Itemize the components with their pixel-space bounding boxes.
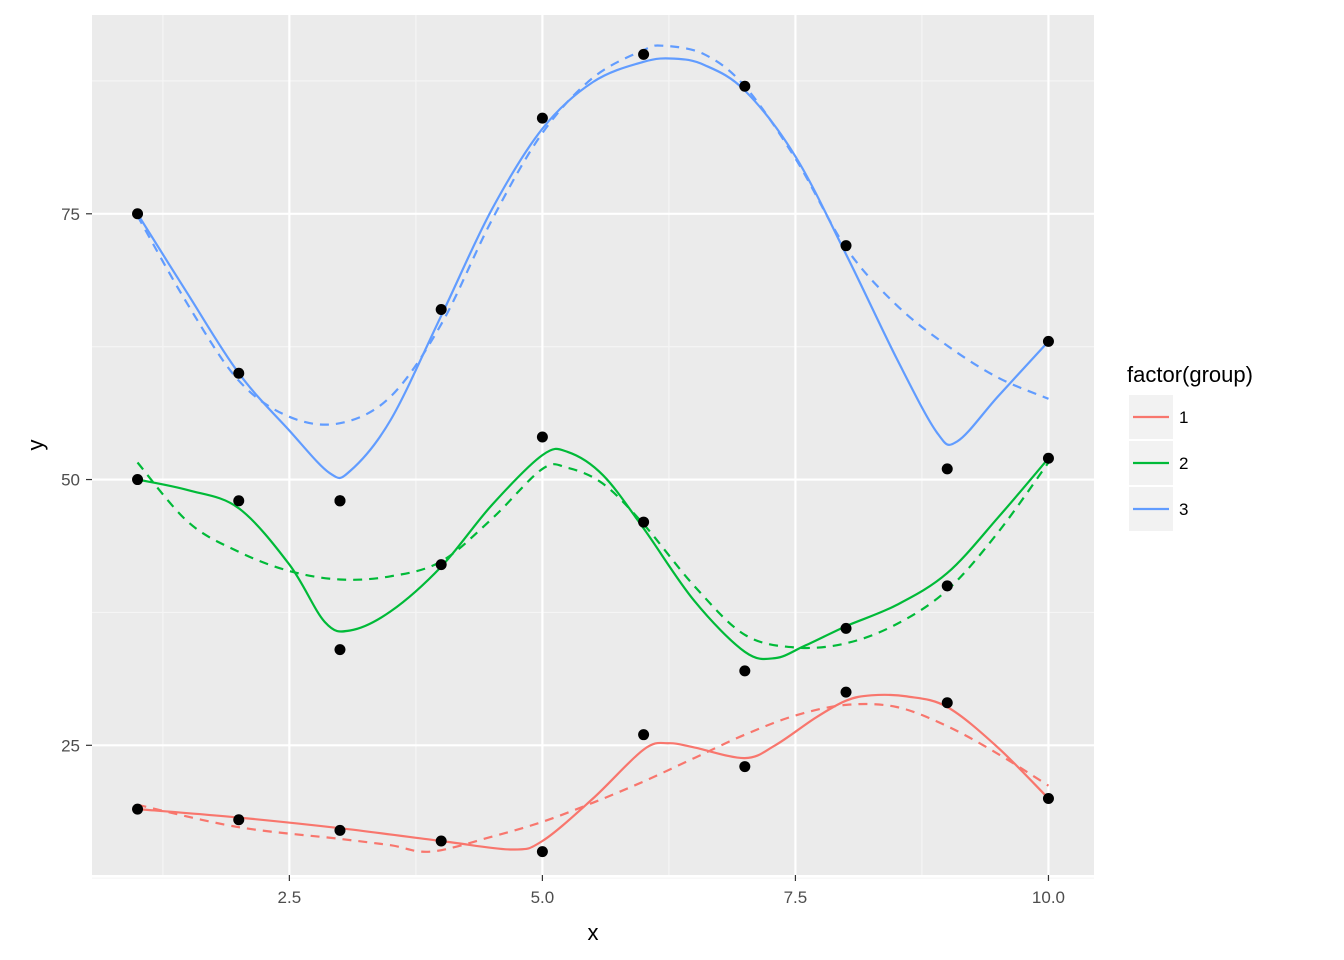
y-axis-title: y (23, 440, 48, 451)
series-2-solid-line (137, 447, 1050, 661)
series-1-solid-line (137, 693, 1050, 851)
legend-label-1: 1 (1179, 408, 1188, 427)
series-2-point (435, 559, 447, 571)
series-1-point (334, 824, 346, 836)
series-2-point (638, 516, 650, 528)
y-tick-label: 50 (61, 471, 80, 490)
series-1-point (739, 761, 751, 773)
series-2-point (334, 644, 346, 656)
series-3-point (435, 303, 447, 315)
series-2-point (536, 431, 548, 443)
plot-panel (92, 15, 1094, 875)
series-3-point (739, 80, 751, 92)
series-1-dashed-line (137, 702, 1050, 853)
series-3-point (536, 112, 548, 124)
legend-label-2: 2 (1179, 454, 1188, 473)
series-2-point (840, 622, 852, 634)
series-3-point (334, 495, 346, 507)
y-tick-label: 25 (61, 736, 80, 755)
series-2-point (941, 580, 953, 592)
series-3-dashed-line (136, 44, 1049, 426)
series-1-point (1042, 792, 1054, 804)
axis-tick-labels: 2.5 5.0 7.5 10.0 25 50 75 (61, 205, 1065, 907)
series-2-point (1042, 452, 1054, 464)
y-tick-label: 75 (61, 205, 80, 224)
data-points (132, 48, 1054, 858)
series-1-point (840, 686, 852, 698)
series-3-point (1042, 335, 1054, 347)
smooth-lines (136, 44, 1050, 853)
series-1-point (536, 846, 548, 858)
legend-label-3: 3 (1179, 500, 1188, 519)
x-tick-label: 10.0 (1032, 888, 1065, 907)
grid-minor (92, 15, 1094, 879)
x-tick-label: 7.5 (784, 888, 808, 907)
series-1-point (233, 814, 245, 826)
series-1-point (941, 697, 953, 709)
series-3-solid-line (136, 57, 1050, 480)
series-3-point (941, 463, 953, 475)
series-1-point (435, 835, 447, 847)
x-tick-label: 2.5 (278, 888, 302, 907)
legend-title: factor(group) (1127, 362, 1253, 387)
series-2-point (233, 495, 245, 507)
legend: factor(group) 1 2 3 (1127, 362, 1253, 531)
series-1-point (132, 803, 144, 815)
series-1-point (638, 729, 650, 741)
x-tick-label: 5.0 (531, 888, 555, 907)
series-2-point (132, 474, 144, 486)
axis-ticks (86, 213, 1050, 881)
series-3-point (840, 240, 852, 252)
series-3-point (132, 208, 144, 220)
x-axis-title: x (588, 920, 599, 945)
series-2-point (739, 665, 751, 677)
series-3-point (638, 48, 650, 60)
series-3-point (233, 367, 245, 379)
